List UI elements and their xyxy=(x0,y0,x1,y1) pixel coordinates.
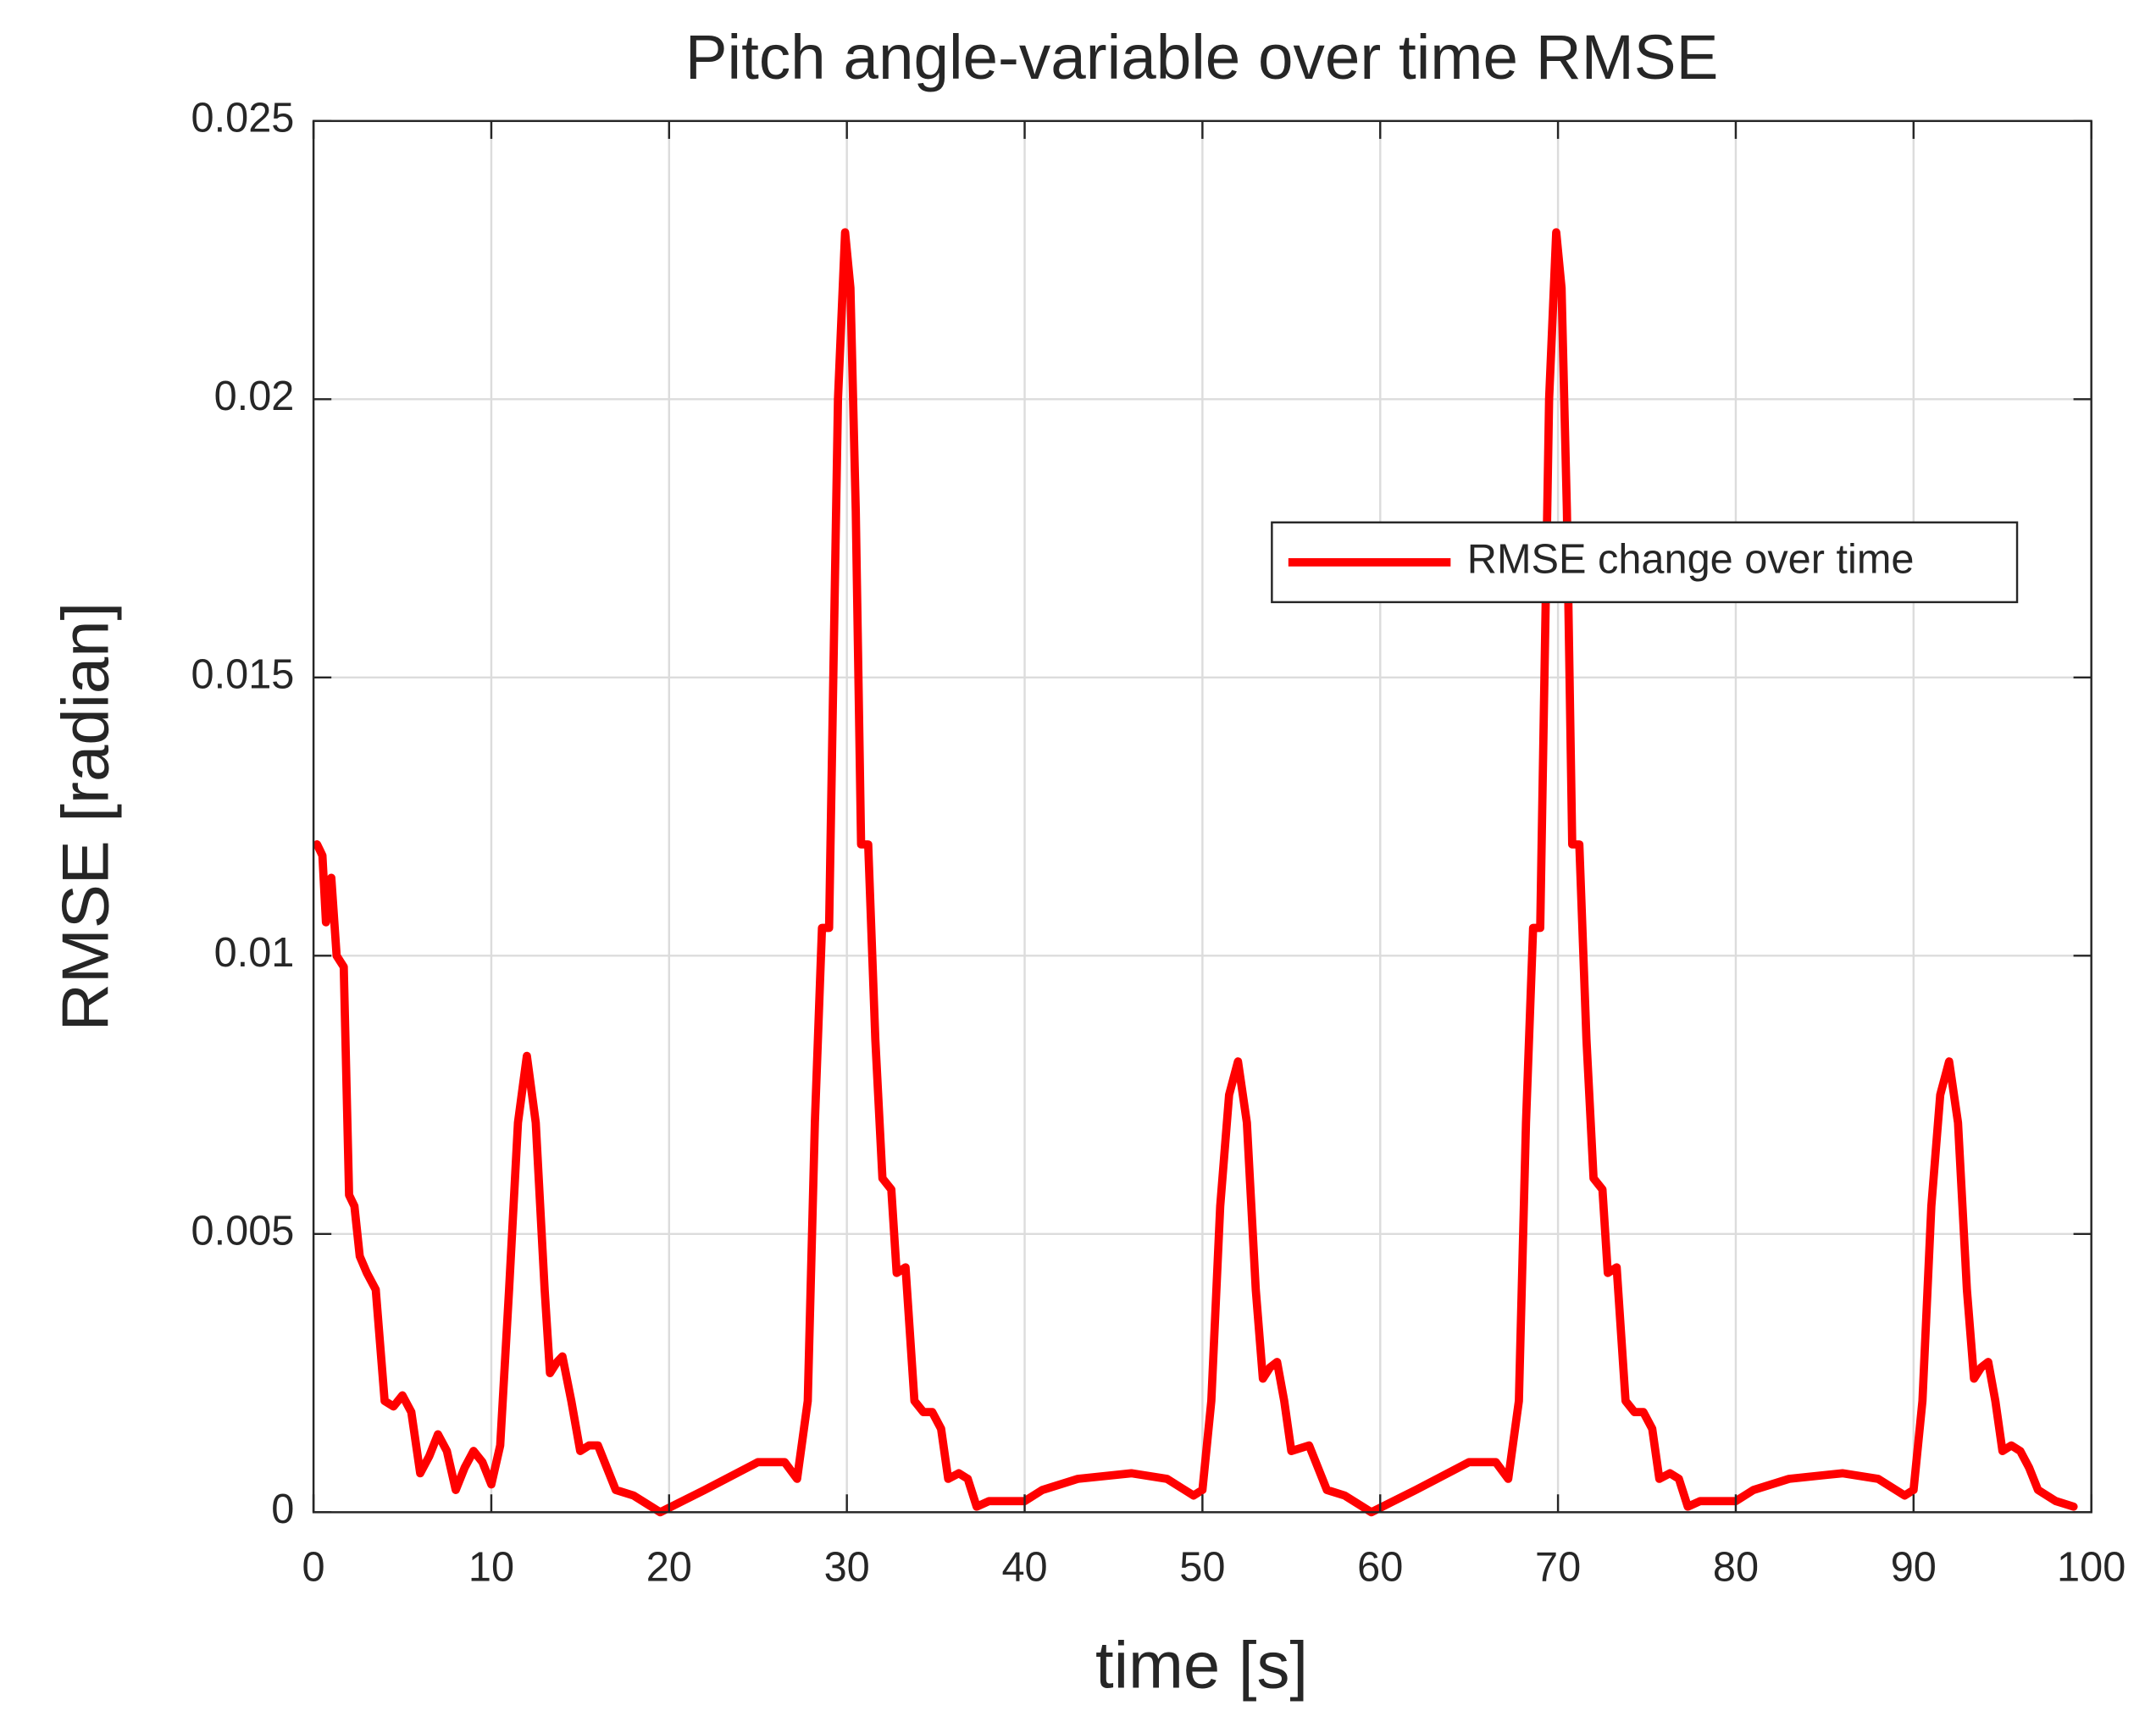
y-tick-label: 0.005 xyxy=(191,1209,295,1254)
y-axis-label: RMSE [radian] xyxy=(48,602,123,1031)
y-tick-label: 0.02 xyxy=(214,374,295,419)
x-tick-label: 10 xyxy=(468,1544,514,1590)
x-tick-label: 80 xyxy=(1713,1544,1759,1590)
axes-box xyxy=(312,119,2092,1514)
x-tick-label: 40 xyxy=(1001,1544,1047,1590)
y-tick-label: 0.025 xyxy=(191,96,295,141)
line-series xyxy=(313,228,2078,1517)
y-tick-label: 0 xyxy=(271,1487,294,1532)
legend-label: RMSE change over time xyxy=(1467,537,1915,583)
x-tick-label: 60 xyxy=(1357,1544,1403,1590)
x-axis-label: time [s] xyxy=(1095,1628,1308,1703)
y-tick-label: 0.01 xyxy=(214,930,295,976)
x-tick-label: 0 xyxy=(302,1544,325,1590)
x-tick-label: 50 xyxy=(1179,1544,1225,1590)
y-tick-label: 0.015 xyxy=(191,652,295,698)
x-tick-label: 100 xyxy=(2057,1544,2126,1590)
x-tick-label: 20 xyxy=(646,1544,692,1590)
chart-title: Pitch angle-variable over time RMSE xyxy=(685,21,1719,92)
plot xyxy=(313,228,2078,1517)
x-tick-label: 90 xyxy=(1891,1544,1937,1590)
x-tick-label: 30 xyxy=(824,1544,870,1590)
x-tick-label: 70 xyxy=(1535,1544,1581,1590)
